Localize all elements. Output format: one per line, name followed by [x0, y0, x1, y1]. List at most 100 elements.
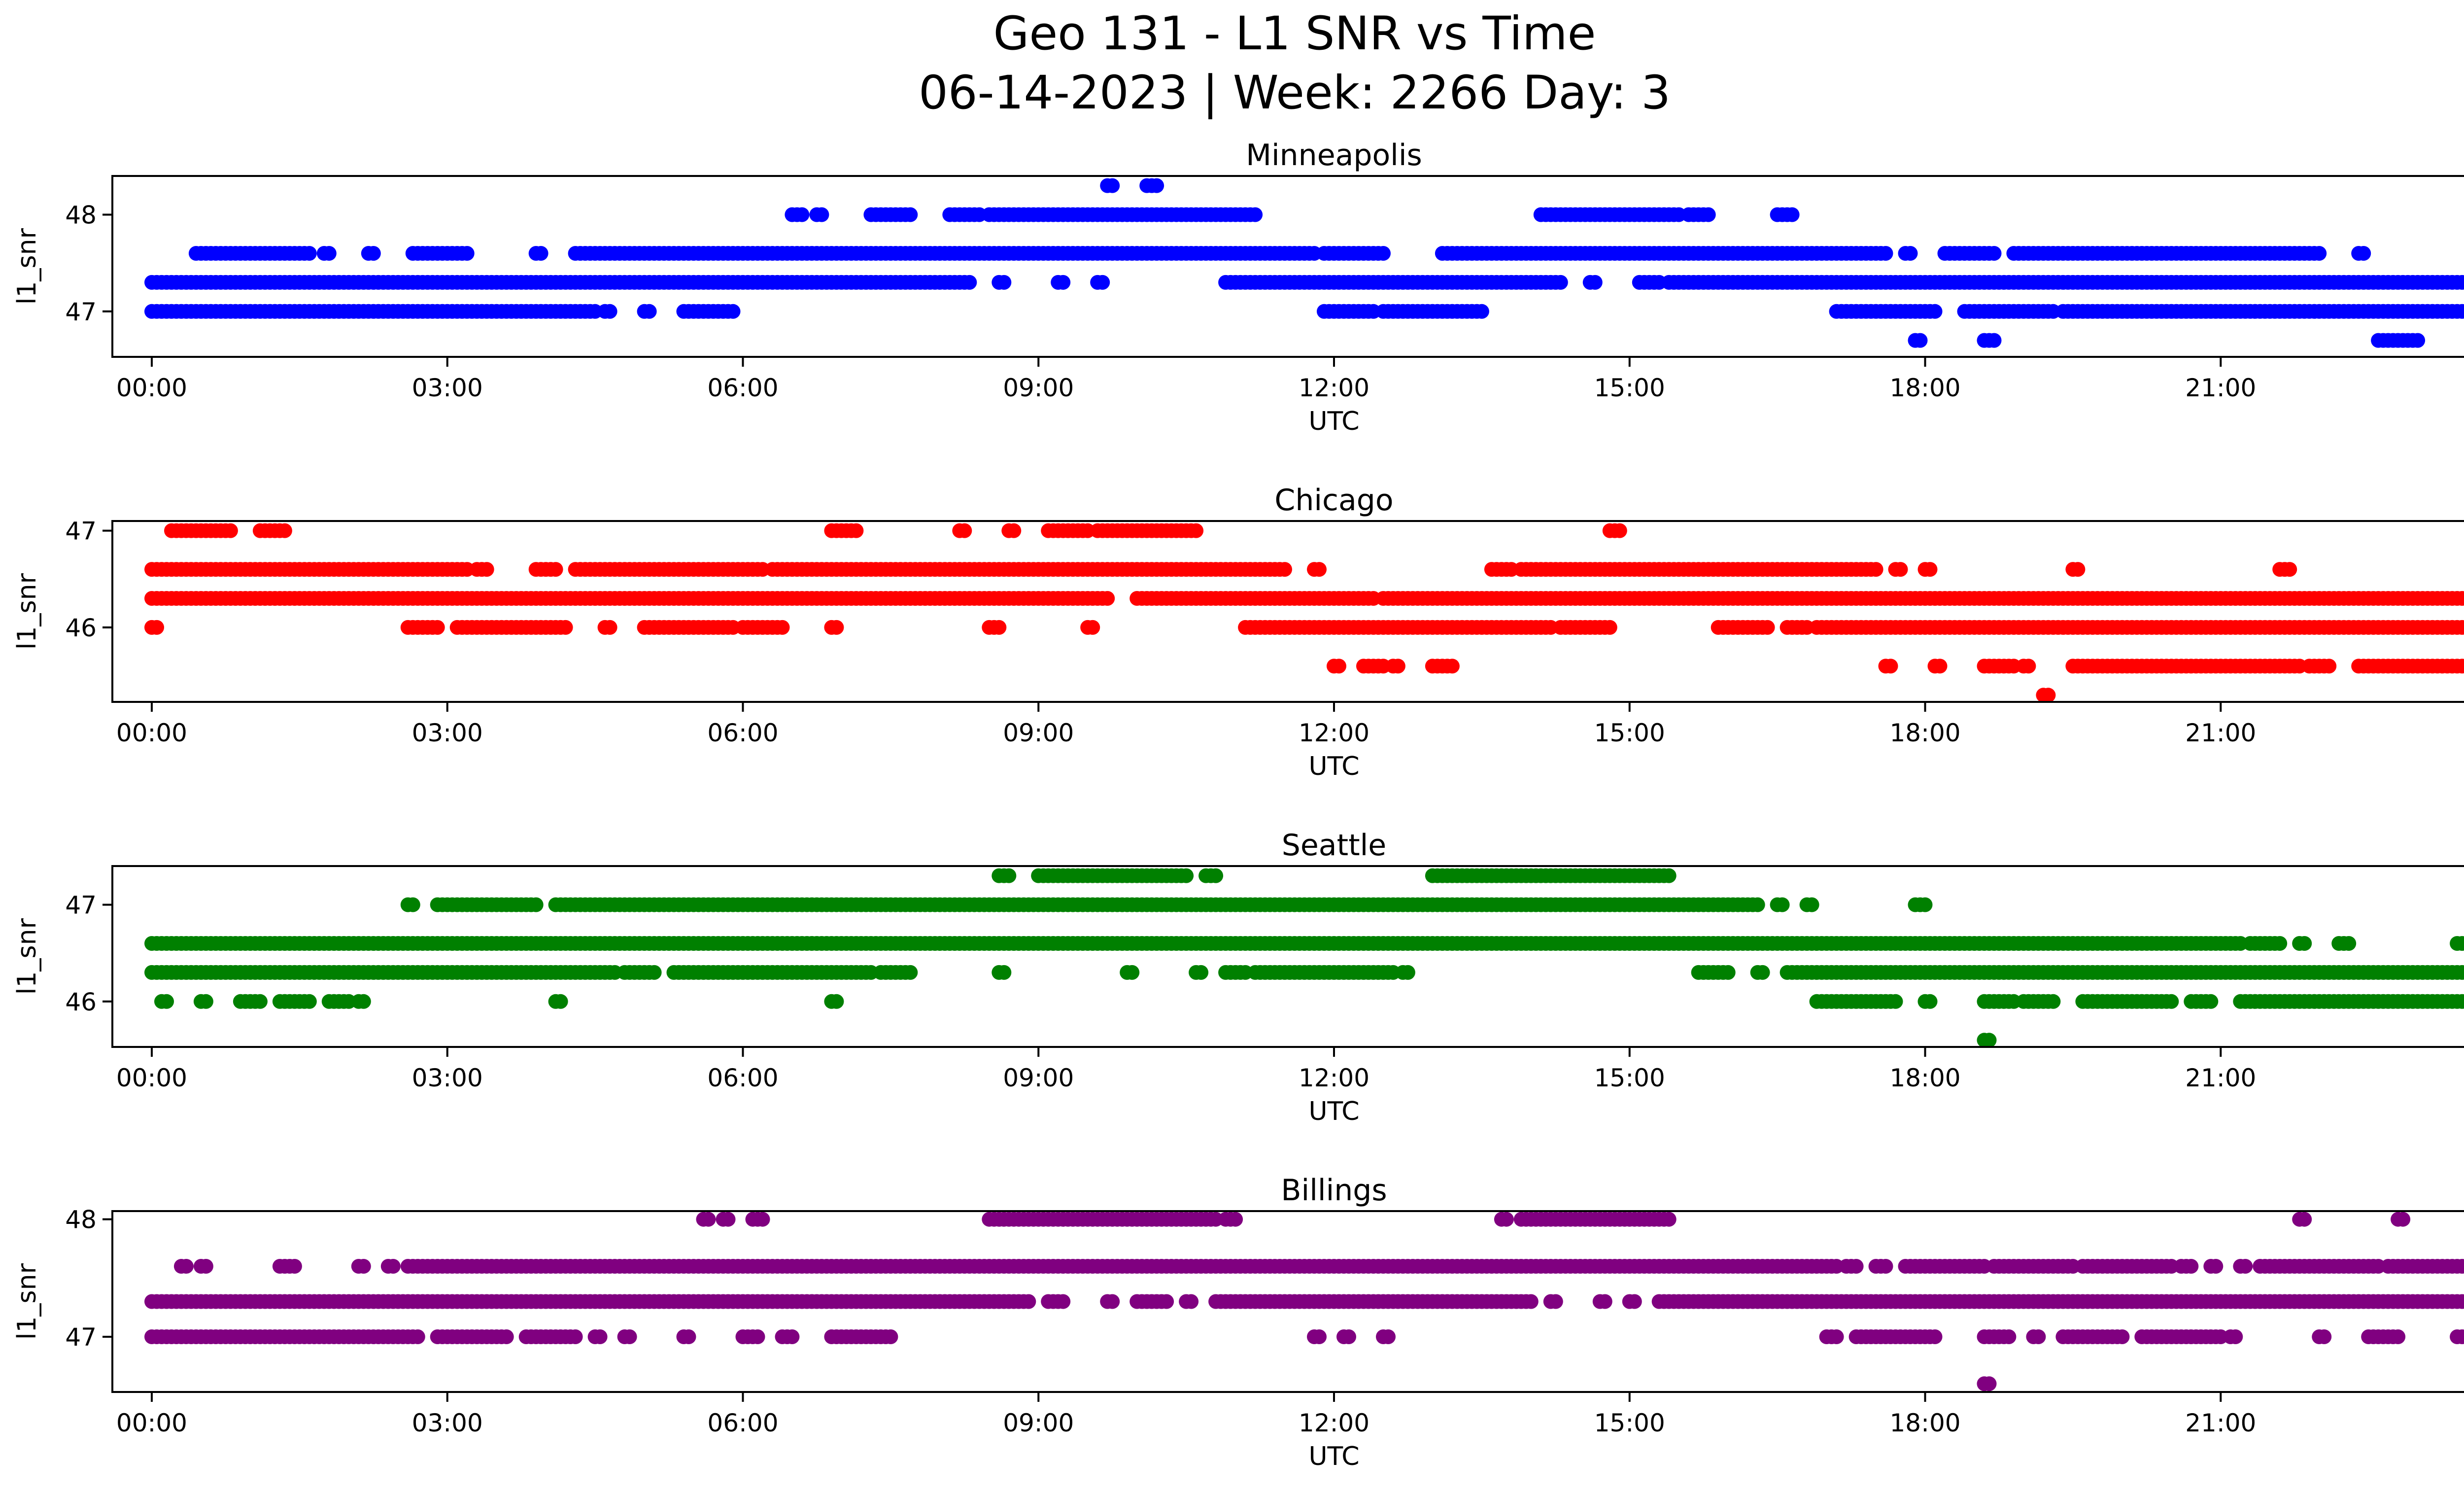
data-point	[1932, 659, 1948, 674]
x-tick-label: 15:00	[1594, 374, 1665, 402]
data-point	[479, 562, 494, 577]
data-point	[829, 620, 844, 635]
data-point	[1750, 897, 1765, 912]
data-point	[2164, 994, 2179, 1009]
data-point	[1553, 275, 1568, 290]
data-point	[2460, 1330, 2464, 1344]
data-point	[1006, 523, 1022, 538]
data-point	[2460, 1259, 2464, 1273]
data-point	[829, 994, 844, 1009]
data-point	[159, 994, 174, 1009]
data-point	[1184, 1294, 1199, 1309]
x-tick-label: 15:00	[1594, 1064, 1665, 1092]
data-point	[849, 523, 864, 538]
data-point	[1444, 659, 1460, 674]
data-point	[1878, 246, 1893, 261]
data-point	[1056, 1294, 1071, 1309]
data-point	[198, 1259, 213, 1274]
data-point	[1829, 1329, 1844, 1344]
data-point	[1208, 868, 1224, 883]
y-tick-label: 47	[65, 298, 97, 326]
data-point	[720, 1212, 736, 1227]
data-point	[410, 1329, 425, 1344]
y-tick-label: 47	[65, 891, 97, 920]
data-point	[302, 246, 317, 261]
data-point	[1804, 897, 1819, 912]
data-point	[1125, 965, 1140, 980]
data-point	[252, 994, 268, 1009]
data-point	[903, 207, 918, 222]
data-point	[302, 994, 317, 1009]
data-point	[1627, 1294, 1642, 1309]
x-tick-label: 18:00	[1889, 374, 1960, 402]
data-point	[1400, 965, 1415, 980]
data-point	[553, 994, 568, 1009]
data-point	[2460, 621, 2464, 634]
data-point	[2041, 688, 2056, 703]
data-point	[2356, 246, 2371, 261]
y-axis-label: l1_snr	[12, 228, 42, 305]
data-point	[385, 1259, 401, 1274]
data-point	[1760, 620, 1775, 635]
x-tick-label: 12:00	[1299, 374, 1369, 402]
data-point	[2228, 1329, 2243, 1344]
subplot-title: Seattle	[1282, 828, 1386, 863]
data-point	[1523, 1294, 1539, 1309]
y-tick-label: 47	[65, 517, 97, 546]
x-tick-label: 06:00	[707, 1409, 778, 1437]
x-tick-label: 18:00	[1889, 1064, 1960, 1092]
data-point	[1056, 275, 1071, 290]
data-point	[528, 897, 544, 912]
data-point	[2238, 1259, 2253, 1274]
y-tick-label: 48	[65, 201, 97, 230]
data-point	[1878, 1259, 1893, 1274]
data-point	[366, 246, 381, 261]
data-point	[2203, 994, 2219, 1009]
data-point	[1228, 1212, 1243, 1227]
subplot-title: Chicago	[1274, 483, 1393, 518]
data-point	[2460, 659, 2464, 673]
data-point	[1893, 562, 1908, 577]
data-point	[1597, 1294, 1612, 1309]
x-tick-label: 03:00	[412, 374, 483, 402]
data-point	[725, 304, 741, 319]
data-point	[2184, 1259, 2199, 1274]
scatter-series	[144, 868, 2464, 1048]
subplot-title: Minneapolis	[1246, 138, 1422, 173]
data-point	[1001, 868, 1017, 883]
data-point	[2312, 246, 2327, 261]
data-point	[883, 1329, 898, 1344]
x-tick-label: 18:00	[1889, 719, 1960, 747]
data-point	[1194, 965, 1209, 980]
data-point	[1922, 994, 1938, 1009]
data-point	[1922, 562, 1938, 577]
subplots: Minneapolis 00:00 03:00 06:00 09:00 12:00 15:0…	[12, 138, 2464, 1471]
data-point	[1775, 897, 1790, 912]
x-tick-label: 00:00	[116, 719, 187, 747]
data-point	[1612, 523, 1627, 538]
data-point	[1312, 1329, 1327, 1344]
data-point	[775, 620, 790, 635]
data-point	[992, 620, 1007, 635]
data-point	[2460, 276, 2464, 289]
data-point	[1982, 1376, 1997, 1391]
data-point	[2410, 333, 2426, 348]
data-point	[592, 1329, 608, 1344]
data-point	[1868, 562, 1883, 577]
data-point	[223, 523, 238, 538]
data-point	[198, 994, 213, 1009]
data-point	[1277, 562, 1292, 577]
data-point	[2297, 1212, 2312, 1227]
data-point	[533, 246, 548, 261]
data-point	[1105, 1294, 1120, 1309]
data-point	[2460, 995, 2464, 1008]
x-axis-label: UTC	[1308, 1097, 1359, 1126]
x-tick-label: 00:00	[116, 374, 187, 402]
data-point	[1720, 965, 1736, 980]
data-point	[1917, 897, 1933, 912]
x-tick-label: 09:00	[1003, 1409, 1074, 1437]
x-tick-label: 03:00	[412, 719, 483, 747]
scatter-series	[144, 523, 2464, 703]
